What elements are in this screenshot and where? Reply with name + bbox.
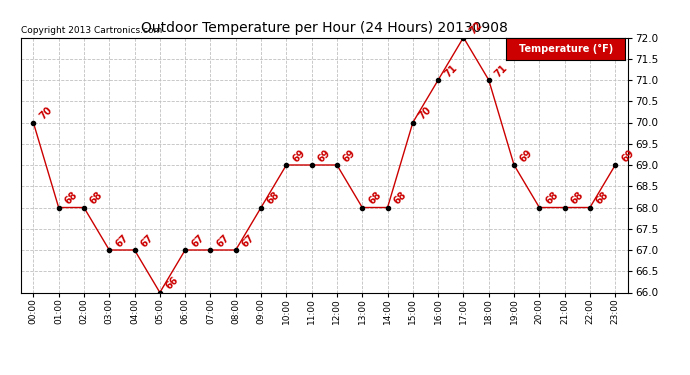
Text: 67: 67	[139, 232, 155, 249]
Text: 71: 71	[442, 63, 459, 79]
Text: Copyright 2013 Cartronics.com: Copyright 2013 Cartronics.com	[21, 26, 162, 35]
Text: 71: 71	[493, 63, 509, 79]
Text: 69: 69	[518, 148, 535, 164]
Text: 68: 68	[265, 190, 282, 207]
Title: Outdoor Temperature per Hour (24 Hours) 20130908: Outdoor Temperature per Hour (24 Hours) …	[141, 21, 508, 35]
Text: 68: 68	[569, 190, 586, 207]
Text: 68: 68	[594, 190, 611, 207]
Text: 67: 67	[189, 232, 206, 249]
Text: 68: 68	[392, 190, 408, 207]
Text: 68: 68	[88, 190, 105, 207]
Text: 69: 69	[341, 148, 357, 164]
Text: 67: 67	[240, 232, 257, 249]
Text: 66: 66	[164, 275, 181, 292]
Text: 72: 72	[468, 20, 484, 37]
Text: 68: 68	[544, 190, 560, 207]
Text: 69: 69	[316, 148, 333, 164]
Text: 68: 68	[366, 190, 383, 207]
Text: 70: 70	[37, 105, 54, 122]
Text: 67: 67	[215, 232, 231, 249]
Text: 70: 70	[417, 105, 433, 122]
Text: 69: 69	[620, 148, 636, 164]
Text: 68: 68	[63, 190, 79, 207]
Text: 67: 67	[113, 232, 130, 249]
Text: 69: 69	[290, 148, 307, 164]
